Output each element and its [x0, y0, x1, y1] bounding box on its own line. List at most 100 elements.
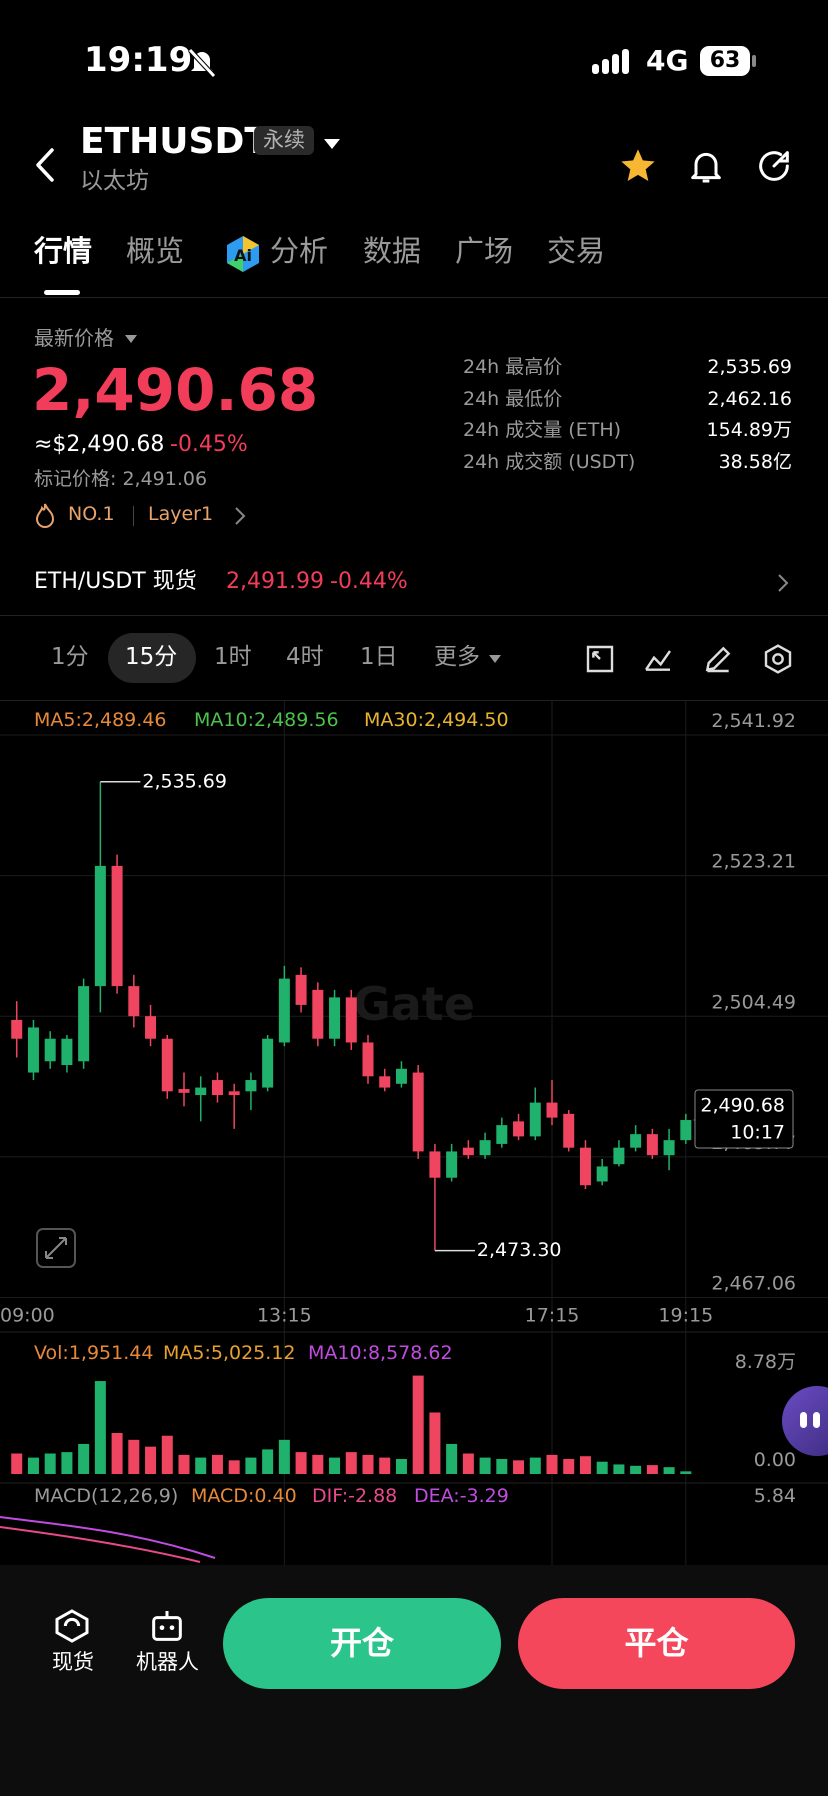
macd-dea-line: [0, 1516, 216, 1559]
x-tick-label: 13:15: [257, 1305, 312, 1327]
tab[interactable]: 数据: [363, 234, 422, 268]
robot-icon[interactable]: [147, 1606, 187, 1646]
last-price: 2,490.68: [32, 356, 319, 424]
macd-dif-line: [0, 1526, 201, 1563]
price-dropdown[interactable]: [124, 333, 138, 345]
fullscreen-tool[interactable]: [584, 643, 616, 675]
expand-button[interactable]: [36, 1228, 76, 1268]
settings-tool[interactable]: [762, 643, 794, 675]
candle-body: [44, 1038, 56, 1062]
battery-cap: [752, 55, 756, 67]
volume-bar: [329, 1457, 341, 1474]
tab[interactable]: 分析: [270, 234, 329, 268]
symbol-dropdown[interactable]: [322, 136, 342, 152]
status-time: 19:19: [84, 40, 193, 80]
alert-button[interactable]: [686, 146, 726, 186]
interval-option[interactable]: 1日: [360, 644, 398, 670]
tab[interactable]: 交易: [547, 234, 606, 268]
candle-body: [145, 1016, 157, 1039]
volume-bar: [27, 1457, 39, 1474]
volume-bar: [546, 1454, 558, 1474]
volume-bar: [94, 1381, 106, 1474]
vol-label: Vol:1,951.44: [34, 1342, 154, 1364]
spot-pair[interactable]: ETH/USDT 现货: [34, 569, 197, 594]
interval-option[interactable]: 4时: [286, 644, 324, 670]
candle-body: [412, 1072, 424, 1152]
volume-bar: [178, 1454, 190, 1474]
stat-label: 24h 成交量 (ETH): [463, 419, 622, 441]
ma-label: MA5:2,489.46: [34, 709, 167, 731]
candle-body: [94, 865, 106, 987]
spot-change: -0.44%: [330, 569, 408, 594]
volume-bar: [245, 1457, 257, 1474]
candle-body: [161, 1038, 173, 1092]
tag-separator: [133, 506, 134, 526]
volume-bar: [646, 1465, 658, 1474]
stat-label: 24h 最低价: [463, 388, 563, 410]
sector-tag[interactable]: Layer1: [148, 503, 214, 525]
x-tick-label: 17:15: [525, 1305, 580, 1327]
tab[interactable]: 行情: [34, 234, 93, 268]
spot-icon[interactable]: [52, 1606, 92, 1646]
interval-option[interactable]: 更多: [434, 644, 480, 670]
mute-icon: [188, 48, 216, 78]
kline-chart: Gate 2,541.922,523.212,504.492,485.772,4…: [0, 700, 828, 1565]
x-tick-label: 19:15: [658, 1305, 713, 1327]
hot-icon: [35, 503, 55, 528]
y-tick-label: 2,504.49: [711, 991, 796, 1013]
price-label: 最新价格: [34, 326, 114, 350]
price-change: -0.45%: [170, 432, 248, 457]
open-position-button[interactable]: 开仓: [223, 1598, 501, 1689]
volume-bar: [446, 1443, 458, 1474]
candle-body: [111, 865, 123, 987]
candle-body: [278, 978, 290, 1043]
candle-body: [345, 997, 357, 1043]
interval-option[interactable]: 15分: [125, 644, 178, 670]
symbol-title[interactable]: ETHUSDT: [80, 121, 269, 162]
candle-body: [27, 1027, 39, 1073]
tab-indicator: [44, 290, 80, 295]
stat-label: 24h 成交额 (USDT): [463, 451, 636, 473]
spot-chevron[interactable]: [776, 572, 790, 594]
favorite-button[interactable]: [618, 146, 658, 186]
volume-bar: [295, 1452, 307, 1474]
stat-label: 24h 最高价: [463, 356, 563, 378]
robot-nav-label[interactable]: 机器人: [136, 1650, 199, 1674]
contract-badge: 永续: [254, 126, 314, 156]
vol-label: MA10:8,578.62: [308, 1342, 453, 1364]
volume-bar: [312, 1454, 324, 1474]
indicator-tool[interactable]: [642, 643, 674, 675]
tab[interactable]: 概览: [126, 234, 185, 268]
stat-value: 38.58亿: [718, 451, 792, 473]
macd-label: MACD(12,26,9): [34, 1485, 179, 1507]
share-button[interactable]: [754, 146, 794, 186]
candle-body: [262, 1038, 274, 1088]
close-position-button[interactable]: 平仓: [518, 1598, 795, 1689]
vol-tick-label: 0.00: [754, 1449, 796, 1471]
tag-chevron[interactable]: [233, 505, 247, 527]
macd-label: DIF:-2.88: [312, 1485, 398, 1507]
candle-body: [11, 1019, 23, 1039]
vol-label: MA5:5,025.12: [163, 1342, 296, 1364]
macd-label: DEA:-3.29: [414, 1485, 509, 1507]
ai-icon: Ai: [227, 236, 259, 272]
candle-body: [529, 1102, 541, 1137]
assistant-eye: [813, 1412, 820, 1428]
candle-body: [211, 1080, 223, 1096]
more-dropdown[interactable]: [488, 653, 502, 665]
volume-bar: [362, 1454, 374, 1474]
symbol-subtitle: 以太坊: [80, 168, 149, 194]
stat-value: 2,535.69: [707, 356, 792, 378]
draw-tool[interactable]: [702, 643, 734, 675]
volume-bar: [579, 1456, 591, 1474]
interval-option[interactable]: 1时: [214, 644, 252, 670]
volume-bar: [613, 1464, 625, 1474]
interval-option[interactable]: 1分: [51, 644, 89, 670]
x-tick-label: 09:00: [0, 1305, 55, 1327]
spot-nav-label[interactable]: 现货: [52, 1650, 94, 1674]
back-button[interactable]: [32, 146, 60, 184]
volume-bar: [462, 1453, 474, 1474]
tab[interactable]: 广场: [455, 234, 514, 268]
volume-bar: [429, 1412, 441, 1474]
